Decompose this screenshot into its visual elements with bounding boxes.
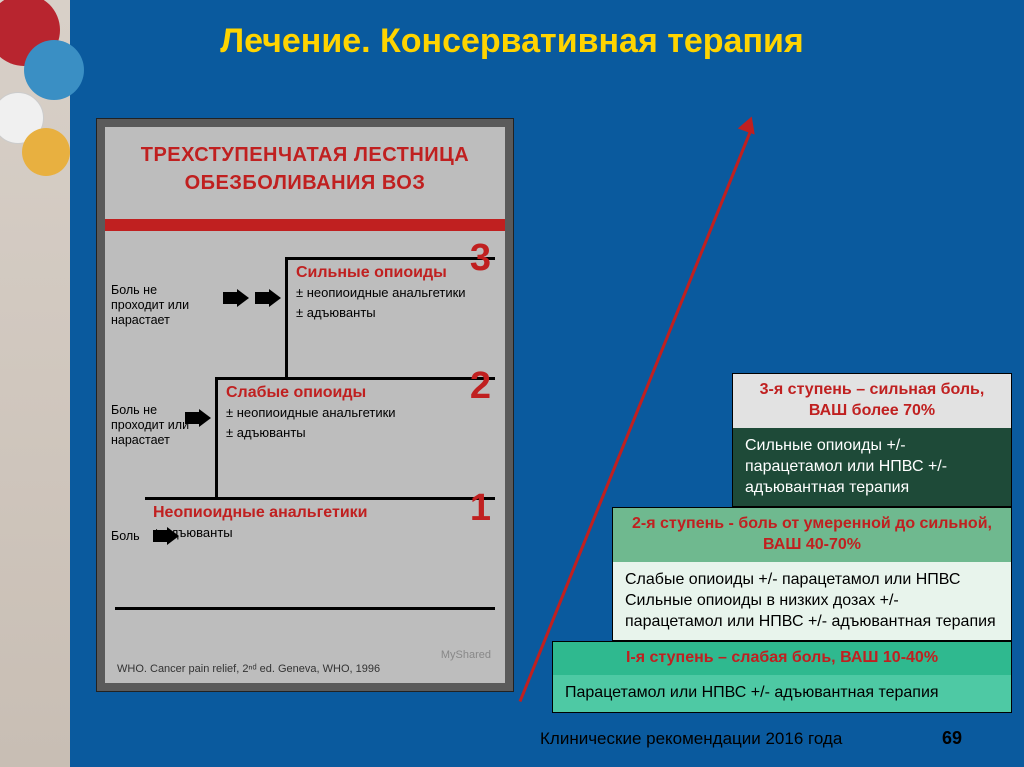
step1-number: 1 bbox=[470, 487, 491, 530]
who-ladder-heading: ТРЕХСТУПЕНЧАТАЯ ЛЕСТНИЦА ОБЕЗБОЛИВАНИЯ В… bbox=[105, 127, 505, 197]
pills-sidebar bbox=[0, 0, 70, 767]
right-step1-body: Парацетамол или НПВС +/- адъювантная тер… bbox=[553, 675, 1011, 712]
heading-line1: ТРЕХСТУПЕНЧАТАЯ ЛЕСТНИЦА bbox=[141, 144, 469, 166]
who-source: WHO. Cancer pain relief, 2ⁿᵈ ed. Geneva,… bbox=[117, 663, 380, 675]
pill-decoration bbox=[22, 128, 70, 176]
sidelabel-3: Боль не проходит или нарастает bbox=[111, 283, 206, 328]
page-number: 69 bbox=[942, 728, 962, 749]
stair-step-3: Сильные опиоиды ± неопиоидные анальгетик… bbox=[285, 257, 495, 377]
stair-floor bbox=[115, 607, 495, 610]
sidelabel-1: Боль bbox=[111, 529, 151, 544]
step2-head: Слабые опиоиды bbox=[218, 380, 495, 404]
step2-sub1: ± неопиоидные анальгетики bbox=[218, 404, 495, 424]
right-step3-body: Сильные опиоиды +/- парацетамол или НПВС… bbox=[733, 428, 1011, 506]
arrow-icon bbox=[223, 289, 249, 307]
slide-title: Лечение. Консервативная терапия bbox=[0, 22, 1024, 61]
arrow-icon bbox=[153, 527, 179, 545]
step1-sub1: ± адъюванты bbox=[145, 524, 495, 544]
right-step-2: 2-я ступень - боль от умеренной до сильн… bbox=[612, 507, 1012, 641]
stair-diagram: Сильные опиоиды ± неопиоидные анальгетик… bbox=[115, 237, 495, 643]
right-ladder: 3-я ступень – сильная боль, ВАШ более 70… bbox=[552, 373, 1012, 713]
right-step2-body-text: Слабые опиоиды +/- парацетамол или НПВС … bbox=[625, 571, 996, 630]
stair-step-1: Неопиоидные анальгетики ± адъюванты bbox=[145, 497, 495, 607]
watermark: MyShared bbox=[441, 649, 491, 661]
footer-caption: Клинические рекомендации 2016 года bbox=[540, 729, 842, 749]
step3-sub1: ± неопиоидные анальгетики bbox=[288, 284, 495, 304]
right-step3-head: 3-я ступень – сильная боль, ВАШ более 70… bbox=[733, 374, 1011, 428]
step3-head: Сильные опиоиды bbox=[288, 260, 495, 284]
right-step2-body: Слабые опиоиды +/- парацетамол или НПВС … bbox=[613, 562, 1011, 640]
arrow-icon bbox=[255, 289, 281, 307]
red-divider bbox=[105, 219, 505, 231]
step2-sub2: ± адъюванты bbox=[218, 424, 495, 444]
heading-line2: ОБЕЗБОЛИВАНИЯ ВОЗ bbox=[185, 172, 426, 194]
step3-sub2: ± адъюванты bbox=[288, 304, 495, 324]
right-step1-head: I-я ступень – слабая боль, ВАШ 10-40% bbox=[553, 642, 1011, 675]
arrow-icon bbox=[185, 409, 211, 427]
step2-number: 2 bbox=[470, 365, 491, 408]
right-step-3: 3-я ступень – сильная боль, ВАШ более 70… bbox=[732, 373, 1012, 507]
stair-step-2: Слабые опиоиды ± неопиоидные анальгетики… bbox=[215, 377, 495, 497]
step3-number: 3 bbox=[470, 237, 491, 280]
step1-head: Неопиоидные анальгетики bbox=[145, 500, 495, 524]
who-ladder-card: ТРЕХСТУПЕНЧАТАЯ ЛЕСТНИЦА ОБЕЗБОЛИВАНИЯ В… bbox=[96, 118, 514, 692]
right-step-1: I-я ступень – слабая боль, ВАШ 10-40% Па… bbox=[552, 641, 1012, 713]
diagonal-arrow-head bbox=[738, 113, 760, 134]
right-step2-head: 2-я ступень - боль от умеренной до сильн… bbox=[613, 508, 1011, 562]
